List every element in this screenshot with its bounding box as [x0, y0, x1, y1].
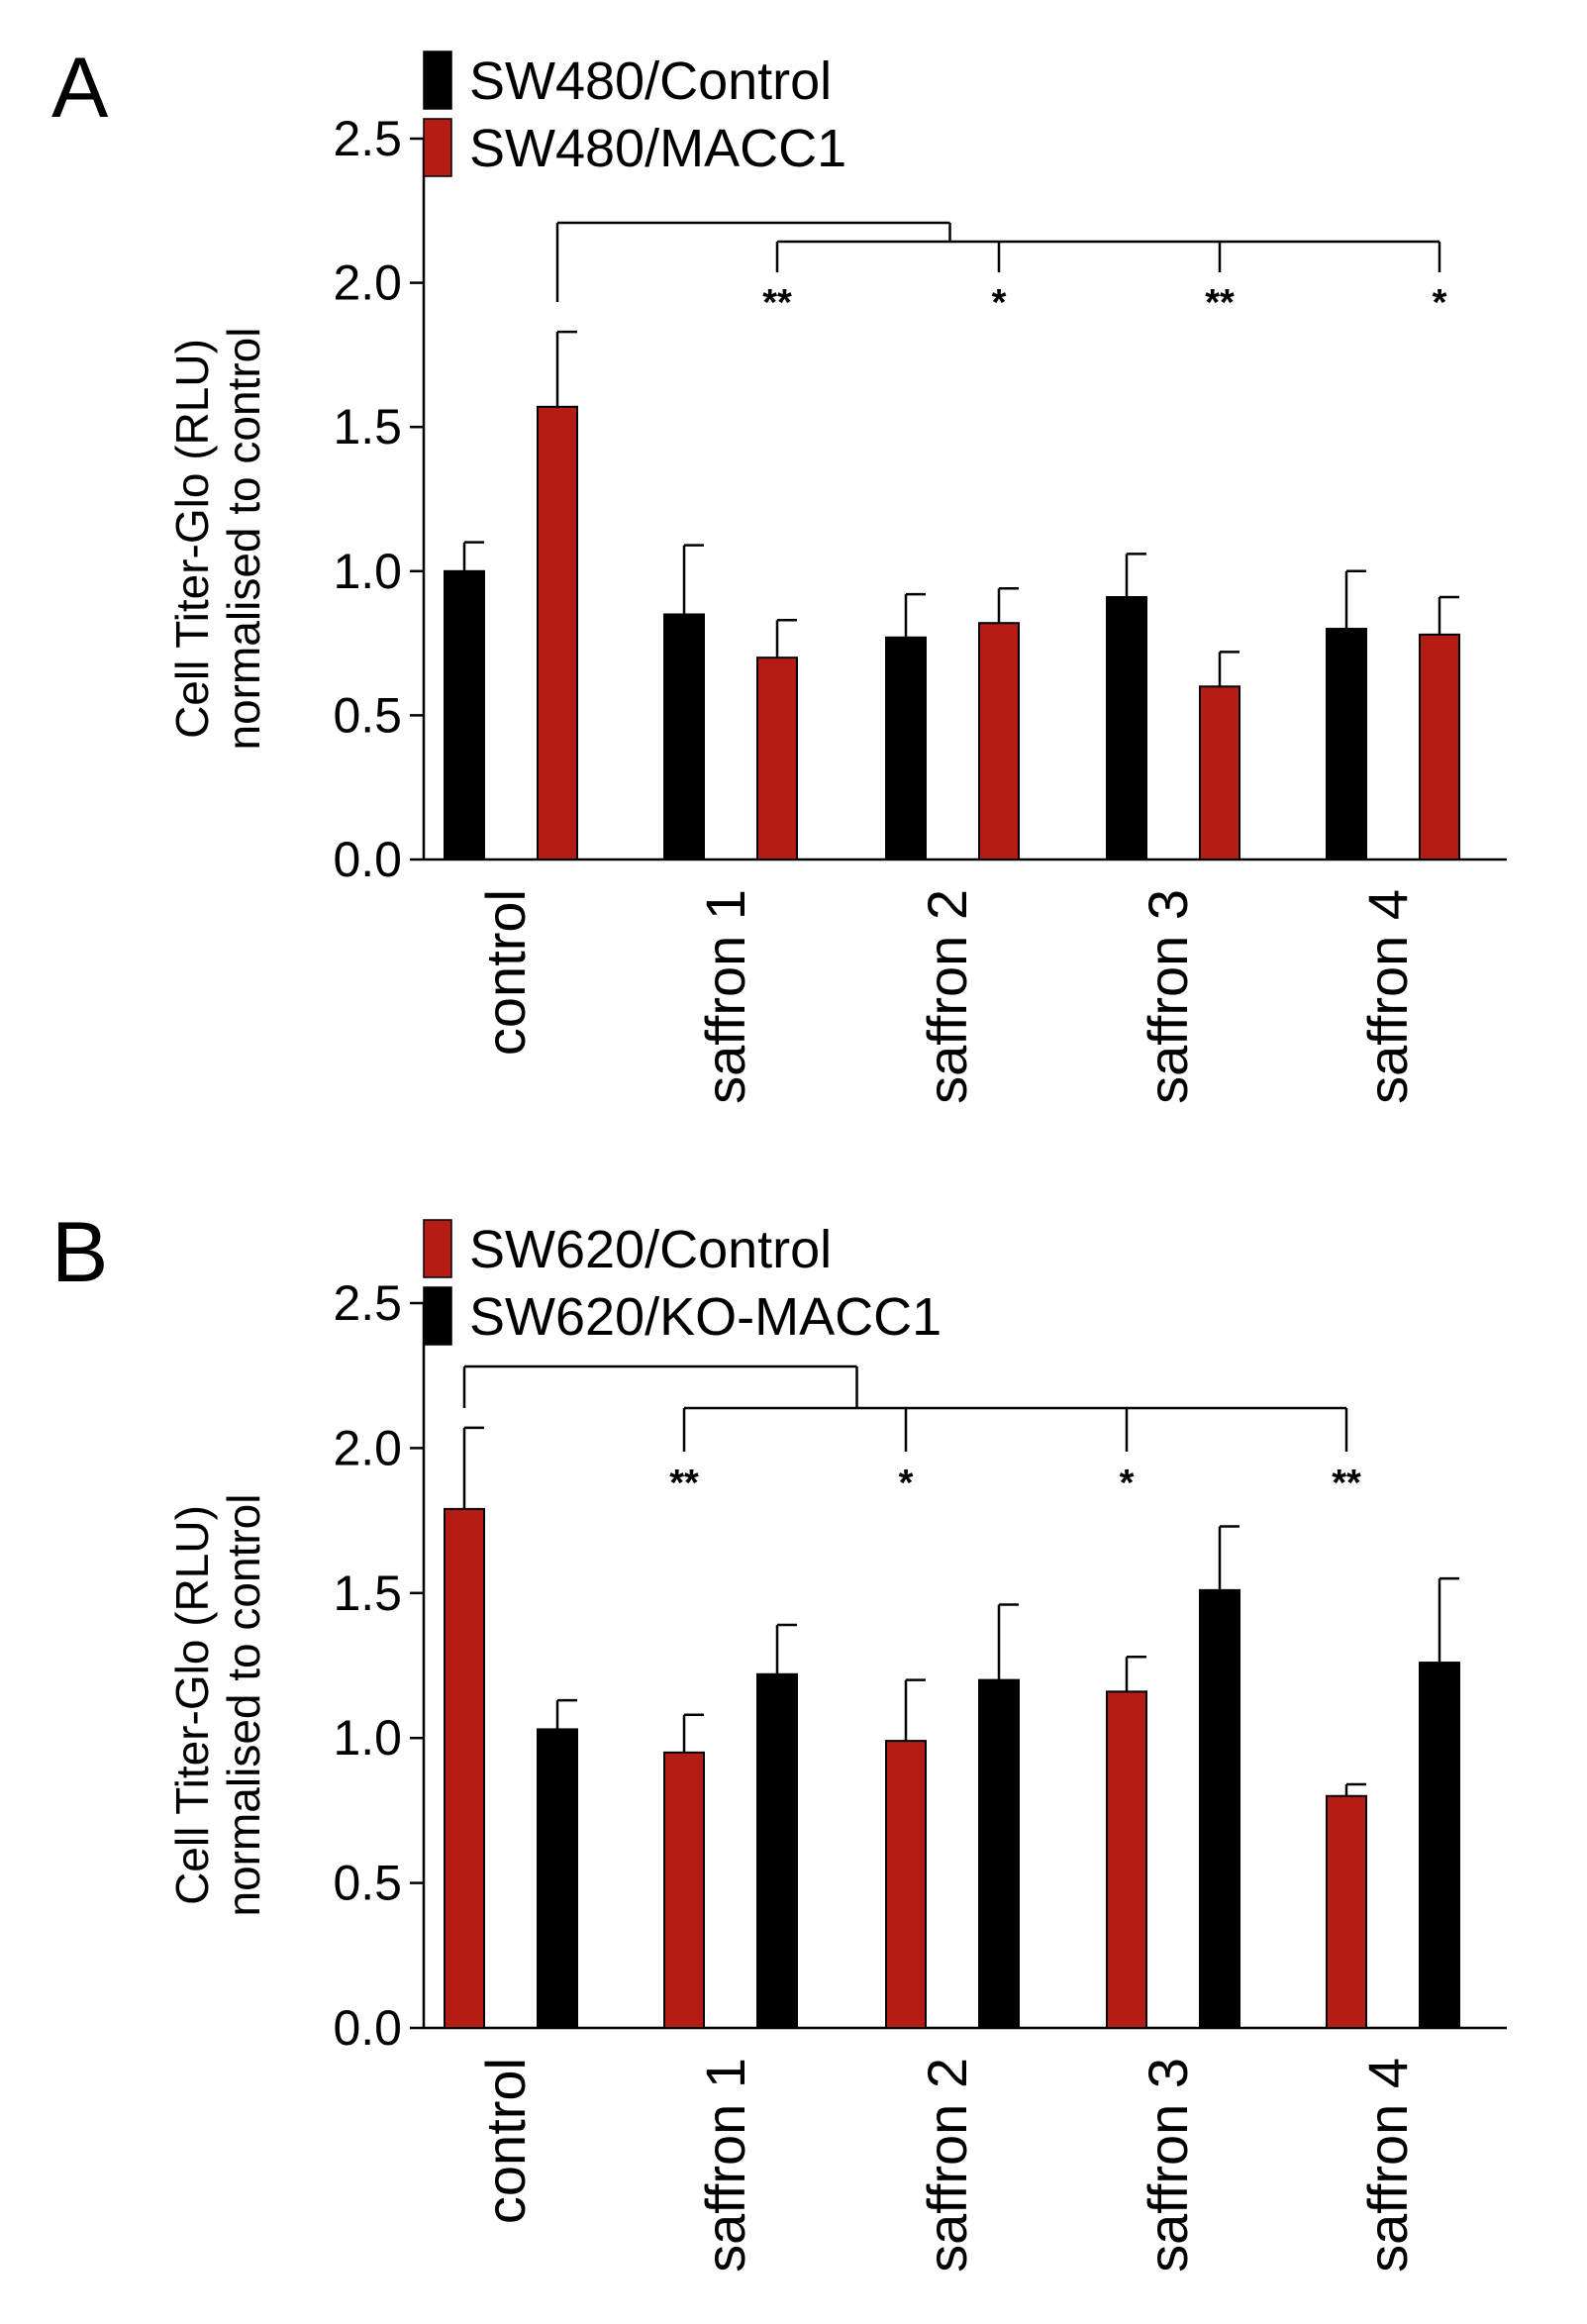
significance-label: **	[669, 1463, 699, 1504]
legend-swatch	[423, 118, 452, 177]
x-tick-label: saffron 1	[694, 889, 756, 1104]
y-tick-label: 0.0	[333, 832, 402, 887]
y-axis-title-line: normalised to control	[218, 1494, 269, 1917]
legend-swatch	[423, 51, 452, 110]
bar-sw480-macc1-control	[537, 405, 578, 860]
bar-sw620-control-saffron-3	[1106, 1690, 1147, 2030]
chart-panel-a: A 0.0 0.5 1.0 1.5 2.0 2.5 Cell Titer-Glo (RLU) n…	[51, 41, 1507, 1104]
bar-sw480-control-control	[444, 569, 485, 860]
y-axis-title-line: Cell Titer-Glo (RLU)	[166, 1505, 218, 1905]
x-tick-label: saffron 1	[694, 2058, 756, 2273]
x-tick-label: saffron 3	[1137, 2058, 1199, 2273]
legend-label: SW480/MACC1	[469, 119, 846, 178]
legend-label: SW620/KO-MACC1	[469, 1287, 942, 1347]
y-tick-label: 1.5	[333, 399, 402, 455]
y-tick-label: 1.0	[333, 544, 402, 599]
significance-label: *	[1433, 282, 1447, 324]
panel-letter: B	[51, 1205, 108, 1300]
bar-sw620-control-saffron-1	[663, 1751, 705, 2029]
y-tick-label: 2.0	[333, 1420, 402, 1475]
bar-sw480-macc1-saffron-3	[1199, 685, 1240, 861]
bar-sw620-ko-macc1-saffron-1	[756, 1672, 798, 2030]
bar-sw620-control-saffron-4	[1326, 1794, 1367, 2030]
bar-sw480-macc1-saffron-2	[978, 622, 1020, 860]
x-tick-label: saffron 2	[916, 2058, 978, 2273]
y-tick-label: 0.5	[333, 1856, 402, 1911]
y-tick-label: 2.5	[333, 111, 402, 166]
bar-sw480-control-saffron-4	[1326, 628, 1367, 860]
x-tick-label: saffron 2	[916, 889, 978, 1104]
bar-sw620-ko-macc1-control	[537, 1728, 578, 2030]
bar-sw620-control-control	[444, 1507, 485, 2029]
chart-panel-b: B 0.0 0.5 1.0 1.5 2.0 2.5 Cell Titer-Glo (RLU) n…	[51, 1205, 1507, 2273]
y-tick-label: 0.0	[333, 2000, 402, 2056]
y-tick-label: 1.5	[333, 1566, 402, 1621]
bar-sw480-control-saffron-2	[885, 636, 927, 860]
panel-letter: A	[51, 41, 109, 136]
bar-sw480-control-saffron-3	[1106, 596, 1147, 860]
bar-sw480-macc1-saffron-4	[1419, 633, 1460, 861]
bar-sw480-macc1-saffron-1	[756, 657, 798, 860]
bar-sw620-ko-macc1-saffron-4	[1419, 1662, 1460, 2030]
bar-sw480-control-saffron-1	[663, 613, 705, 860]
significance-label: *	[1120, 1463, 1135, 1504]
legend-label: SW480/Control	[469, 51, 832, 111]
x-tick-label: control	[474, 889, 537, 1056]
x-tick-label: saffron 4	[1356, 2058, 1419, 2273]
significance-label: *	[899, 1463, 914, 1504]
y-axis-title-line: normalised to control	[218, 328, 269, 751]
bar-sw620-ko-macc1-saffron-3	[1199, 1588, 1240, 2029]
x-tick-label: control	[474, 2058, 537, 2224]
y-axis-title-line: Cell Titer-Glo (RLU)	[166, 339, 218, 739]
legend-label: SW620/Control	[469, 1220, 832, 1279]
x-tick-label: saffron 4	[1356, 889, 1419, 1104]
y-tick-label: 0.5	[333, 687, 402, 743]
bar-sw620-ko-macc1-saffron-2	[978, 1678, 1020, 2029]
significance-label: **	[1332, 1463, 1361, 1504]
y-tick-label: 2.0	[333, 255, 402, 311]
y-tick-label: 2.5	[333, 1275, 402, 1331]
legend-swatch	[423, 1286, 452, 1346]
y-tick-label: 1.0	[333, 1710, 402, 1766]
bar-sw620-control-saffron-2	[885, 1740, 927, 2030]
significance-label: **	[1205, 282, 1235, 324]
significance-label: *	[992, 282, 1007, 324]
x-tick-label: saffron 3	[1137, 889, 1199, 1104]
legend-swatch	[423, 1219, 452, 1278]
significance-label: **	[762, 282, 792, 324]
